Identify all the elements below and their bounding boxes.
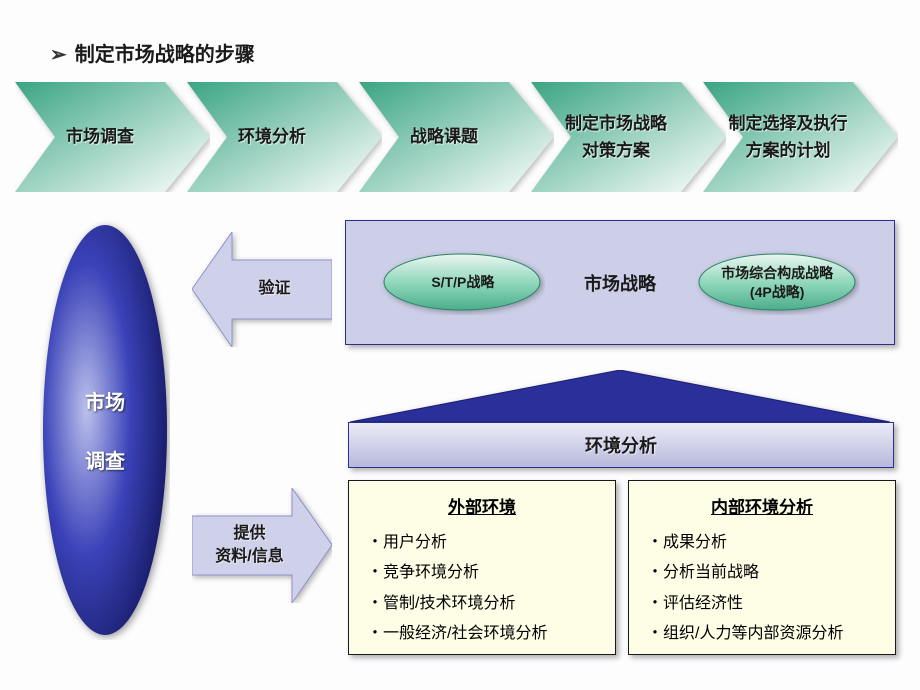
process-step-1: 市场调查 <box>15 82 210 192</box>
provide-label: 提供资料/信息 <box>215 523 283 568</box>
4p-ellipse: 市场综合构成战略(4P战略) <box>695 250 860 315</box>
list-item: 管制/技术环境分析 <box>367 589 597 619</box>
list-item: 组织/人力等内部资源分析 <box>647 619 877 649</box>
list-item: 一般经济/社会环境分析 <box>367 619 597 649</box>
process-step-label: 制定市场战略对策方案 <box>551 82 681 192</box>
market-research-ellipse: 市场 调查 <box>40 220 170 640</box>
process-step-label: 战略课题 <box>379 82 509 192</box>
internal-title: 内部环境分析 <box>647 493 877 518</box>
process-step-5: 制定选择及执行方案的计划 <box>703 82 898 192</box>
provide-arrow: 提供资料/信息 <box>192 488 332 603</box>
process-step-3: 战略课题 <box>359 82 554 192</box>
market-strategy-box: S/T/P战略 市场战略 市场综合构成战略(4P战略) <box>345 220 895 345</box>
stp-ellipse: S/T/P战略 <box>380 250 545 315</box>
external-list: 用户分析竞争环境分析管制/技术环境分析一般经济/社会环境分析 <box>367 528 597 650</box>
process-step-2: 环境分析 <box>187 82 382 192</box>
external-title: 外部环境 <box>367 493 597 518</box>
stp-label: S/T/P战略 <box>431 273 494 291</box>
process-step-4: 制定市场战略对策方案 <box>531 82 726 192</box>
page-title: 制定市场战略的步骤 <box>50 38 255 67</box>
strategy-center-label: 市场战略 <box>584 270 656 296</box>
verify-label: 验证 <box>258 278 290 300</box>
internal-analysis-box: 内部环境分析 成果分析分析当前战略评估经济性组织/人力等内部资源分析 <box>628 480 896 655</box>
process-step-label: 市场调查 <box>35 82 165 192</box>
external-analysis-box: 外部环境 用户分析竞争环境分析管制/技术环境分析一般经济/社会环境分析 <box>348 480 616 655</box>
left-ellipse-line1: 市场 <box>85 386 125 415</box>
list-item: 成果分析 <box>647 528 877 558</box>
process-step-label: 环境分析 <box>207 82 337 192</box>
up-triangle <box>350 370 890 422</box>
internal-list: 成果分析分析当前战略评估经济性组织/人力等内部资源分析 <box>647 528 877 650</box>
left-ellipse-line2: 调查 <box>85 445 125 474</box>
verify-arrow: 验证 <box>192 232 332 347</box>
process-chevron-row: 市场调查 环境分析 战略课题 制定市场战略对策方案 制定选择及执行方案的计划 <box>15 82 905 192</box>
process-step-label: 制定选择及执行方案的计划 <box>723 82 853 192</box>
list-item: 竞争环境分析 <box>367 558 597 588</box>
list-item: 分析当前战略 <box>647 558 877 588</box>
env-analysis-header: 环境分析 <box>348 422 894 468</box>
list-item: 评估经济性 <box>647 589 877 619</box>
4p-label: 市场综合构成战略(4P战略) <box>721 264 833 300</box>
list-item: 用户分析 <box>367 528 597 558</box>
